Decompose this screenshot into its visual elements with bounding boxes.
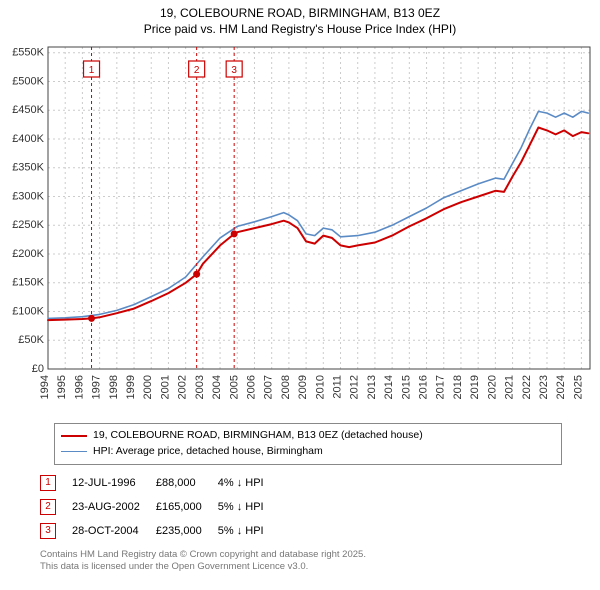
svg-text:2015: 2015 <box>400 375 412 399</box>
svg-text:2011: 2011 <box>332 375 344 399</box>
svg-text:3: 3 <box>231 65 237 76</box>
svg-text:£500K: £500K <box>12 76 44 88</box>
sale-marker-3: 3 <box>40 523 56 539</box>
svg-text:2014: 2014 <box>383 375 395 399</box>
svg-text:2001: 2001 <box>159 375 171 399</box>
svg-text:2: 2 <box>194 65 200 76</box>
svg-text:£100K: £100K <box>12 306 44 318</box>
line-chart-svg: £0 £50K £100K £150K £200K £250K £300K £350K £400… <box>0 39 600 419</box>
table-row: 2 23-AUG-2002£165,0005% ↓ HPI <box>40 495 280 519</box>
svg-text:£250K: £250K <box>12 219 44 231</box>
sale-delta: 5% ↓ HPI <box>218 495 280 519</box>
svg-text:2006: 2006 <box>245 375 257 399</box>
svg-text:£550K: £550K <box>12 47 44 59</box>
legend-swatch <box>61 451 87 452</box>
title-line-2: Price paid vs. HM Land Registry's House … <box>0 22 600 38</box>
sale-price: £235,000 <box>156 519 218 543</box>
svg-text:2009: 2009 <box>297 375 309 399</box>
sale-delta: 4% ↓ HPI <box>218 471 280 495</box>
title-line-1: 19, COLEBOURNE ROAD, BIRMINGHAM, B13 0EZ <box>0 6 600 22</box>
sale-date: 28-OCT-2004 <box>72 519 156 543</box>
legend-swatch <box>61 435 87 437</box>
svg-text:2012: 2012 <box>349 375 361 399</box>
svg-text:£400K: £400K <box>12 133 44 145</box>
svg-text:2005: 2005 <box>228 375 240 399</box>
svg-text:2004: 2004 <box>211 375 223 399</box>
svg-text:2007: 2007 <box>263 375 275 399</box>
svg-text:2003: 2003 <box>194 375 206 399</box>
svg-text:2010: 2010 <box>314 375 326 399</box>
legend-row: 19, COLEBOURNE ROAD, BIRMINGHAM, B13 0EZ… <box>61 428 555 444</box>
svg-text:1995: 1995 <box>56 375 68 399</box>
series-price_paid <box>48 128 588 321</box>
svg-text:1994: 1994 <box>39 375 51 399</box>
sale-marker-2: 2 <box>40 499 56 515</box>
sale-marker-1: 1 <box>40 475 56 491</box>
svg-text:1999: 1999 <box>125 375 137 399</box>
svg-text:2008: 2008 <box>280 375 292 399</box>
attribution-line-2: This data is licensed under the Open Gov… <box>40 561 590 573</box>
svg-text:£300K: £300K <box>12 191 44 203</box>
sale-date: 12-JUL-1996 <box>72 471 156 495</box>
sale-price: £165,000 <box>156 495 218 519</box>
svg-text:2017: 2017 <box>435 375 447 399</box>
legend-row: HPI: Average price, detached house, Birm… <box>61 444 555 460</box>
sale-date: 23-AUG-2002 <box>72 495 156 519</box>
table-row: 3 28-OCT-2004£235,0005% ↓ HPI <box>40 519 280 543</box>
svg-text:2016: 2016 <box>418 375 430 399</box>
series-hpi <box>48 112 588 319</box>
chart-header: 19, COLEBOURNE ROAD, BIRMINGHAM, B13 0EZ… <box>0 0 600 39</box>
legend-label: 19, COLEBOURNE ROAD, BIRMINGHAM, B13 0EZ… <box>93 428 423 444</box>
svg-text:1998: 1998 <box>108 375 120 399</box>
svg-text:£150K: £150K <box>12 277 44 289</box>
legend-box: 19, COLEBOURNE ROAD, BIRMINGHAM, B13 0EZ… <box>54 423 562 465</box>
sale-delta: 5% ↓ HPI <box>218 519 280 543</box>
svg-text:£450K: £450K <box>12 104 44 116</box>
svg-text:£200K: £200K <box>12 248 44 260</box>
svg-text:2021: 2021 <box>504 375 516 399</box>
attribution-line-1: Contains HM Land Registry data © Crown c… <box>40 549 590 561</box>
legend-label: HPI: Average price, detached house, Birm… <box>93 444 323 460</box>
svg-text:2025: 2025 <box>572 375 584 399</box>
chart-area: £0 £50K £100K £150K £200K £250K £300K £350K £400… <box>0 39 600 419</box>
sale-price: £88,000 <box>156 471 218 495</box>
svg-text:£0: £0 <box>32 363 44 375</box>
marker-dot-1 <box>88 315 95 322</box>
table-row: 1 12-JUL-1996£88,0004% ↓ HPI <box>40 471 280 495</box>
svg-text:£350K: £350K <box>12 162 44 174</box>
svg-text:2002: 2002 <box>177 375 189 399</box>
svg-text:2023: 2023 <box>538 375 550 399</box>
svg-text:1997: 1997 <box>91 375 103 399</box>
svg-text:2024: 2024 <box>555 375 567 399</box>
svg-text:1: 1 <box>89 65 95 76</box>
svg-text:2020: 2020 <box>486 375 498 399</box>
marker-dot-3 <box>231 231 238 238</box>
attribution-text: Contains HM Land Registry data © Crown c… <box>40 549 590 574</box>
svg-text:2000: 2000 <box>142 375 154 399</box>
marker-dot-2 <box>193 271 200 278</box>
svg-text:£50K: £50K <box>18 334 44 346</box>
svg-text:2022: 2022 <box>521 375 533 399</box>
svg-text:1996: 1996 <box>73 375 85 399</box>
sales-table: 1 12-JUL-1996£88,0004% ↓ HPI 2 23-AUG-2002£… <box>40 471 280 543</box>
svg-text:2018: 2018 <box>452 375 464 399</box>
svg-text:2013: 2013 <box>366 375 378 399</box>
svg-text:2019: 2019 <box>469 375 481 399</box>
